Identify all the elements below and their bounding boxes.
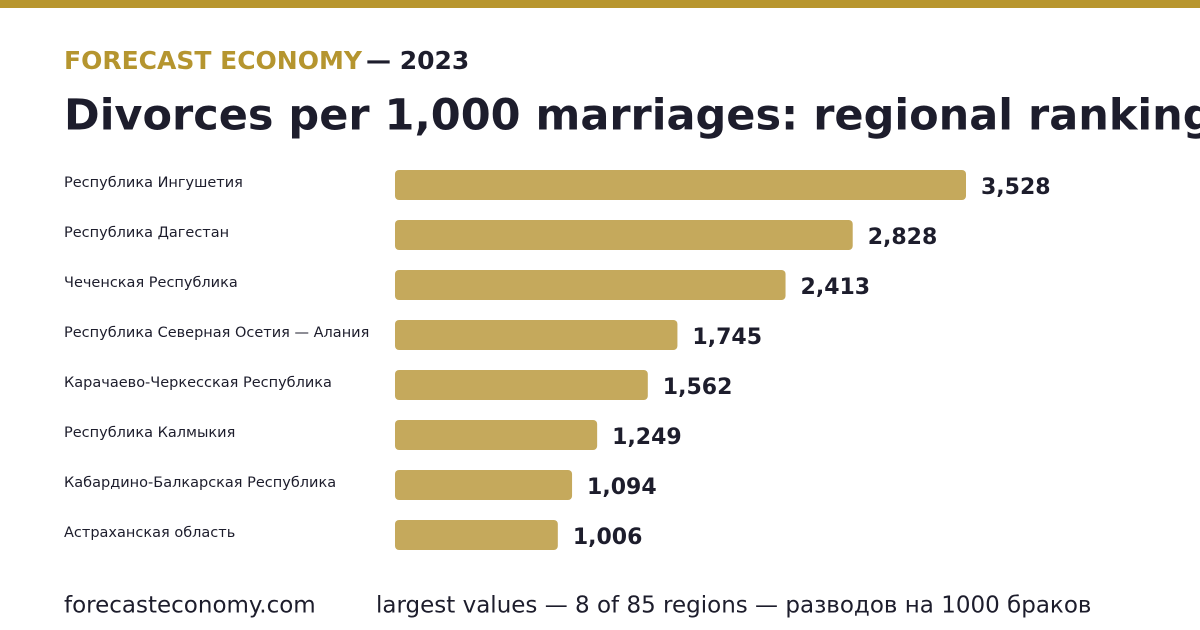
category-label: Республика Калмыкия xyxy=(64,425,235,441)
category-label: Карачаево-Черкесская Республика xyxy=(64,375,332,391)
bar xyxy=(395,520,558,550)
top-band xyxy=(0,0,1200,8)
bar xyxy=(395,270,786,300)
value-label: 1,562 xyxy=(663,375,733,400)
chart-title: Divorces per 1,000 marriages: regional r… xyxy=(64,91,1200,141)
category-label: Республика Северная Осетия — Алания xyxy=(64,325,369,341)
bar xyxy=(395,170,966,200)
category-label: Республика Дагестан xyxy=(64,225,229,241)
value-label: 1,006 xyxy=(573,525,643,550)
brand: FORECAST ECONOMY xyxy=(64,46,363,75)
value-label: 2,828 xyxy=(868,225,938,250)
note: largest values — 8 of 85 regions — разво… xyxy=(376,593,1091,619)
value-label: 1,745 xyxy=(692,325,762,350)
value-label: 1,094 xyxy=(587,475,657,500)
source: forecasteconomy.com xyxy=(64,593,316,619)
subtitle: — 2023 xyxy=(366,46,469,75)
category-label: Чеченская Республика xyxy=(64,275,238,291)
value-label: 1,249 xyxy=(612,425,682,450)
bar xyxy=(395,470,573,500)
value-label: 2,413 xyxy=(801,275,871,300)
category-label: Астраханская область xyxy=(64,525,235,541)
category-label: Республика Ингушетия xyxy=(64,175,243,191)
bar xyxy=(395,370,648,400)
category-label: Кабардино-Балкарская Республика xyxy=(64,475,336,491)
value-label: 3,528 xyxy=(981,175,1051,200)
bar xyxy=(395,220,853,250)
bar xyxy=(395,420,598,450)
bar xyxy=(395,320,678,350)
